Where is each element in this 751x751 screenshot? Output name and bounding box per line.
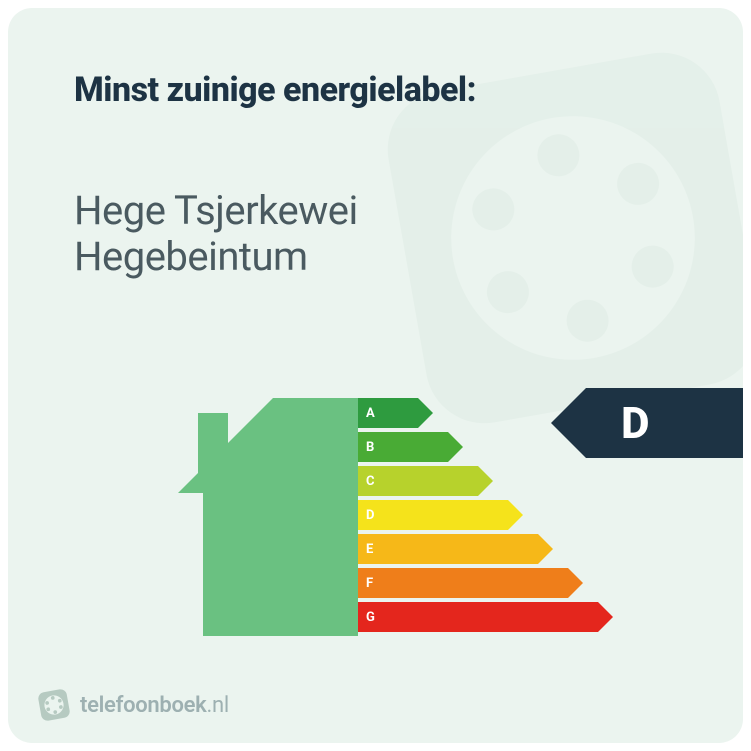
title: Minst zuinige energielabel: [74,70,476,110]
energy-bar-letter: D [366,500,374,530]
energy-bar-letter: F [366,568,373,598]
footer-brand-name: telefoonboek [80,693,206,718]
energy-bar-row: C [358,466,618,496]
house-icon [178,388,358,648]
energy-bar-letter: A [366,398,375,428]
energy-bar [358,466,493,496]
footer-logo-icon [38,689,70,721]
card: Minst zuinige energielabel: Hege Tsjerke… [8,8,743,743]
footer: telefoonboek.nl [38,689,229,721]
rating-letter: D [621,388,650,458]
subtitle: Hege Tsjerkewei Hegebeintum [74,188,358,280]
energy-bar-row: D [358,500,618,530]
energy-bar [358,568,583,598]
footer-tld: .nl [206,693,228,718]
energy-bar-letter: E [366,534,373,564]
footer-brand: telefoonboek.nl [80,693,229,718]
energy-bar-row: F [358,568,618,598]
energy-bar [358,500,523,530]
energy-bar-letter: B [366,432,374,462]
subtitle-line1: Hege Tsjerkewei [74,187,358,234]
energy-bar [358,534,553,564]
energy-bar-letter: G [366,602,375,632]
energy-bar-letter: C [366,466,375,496]
energy-bar [358,602,613,632]
rating-pointer: D [551,388,743,458]
energy-bar-row: E [358,534,618,564]
subtitle-line2: Hegebeintum [74,233,308,280]
energy-bar-row: G [358,602,618,632]
